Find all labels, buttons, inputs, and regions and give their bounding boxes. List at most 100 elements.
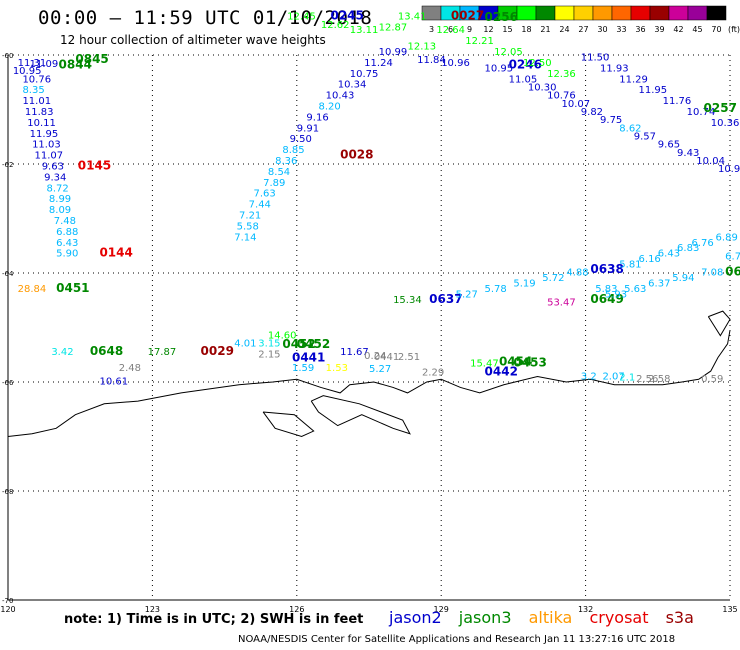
note-text: note: 1) Time is in UTC; 2) SWH is in fe… bbox=[64, 612, 364, 627]
legend-jason2: jason2 bbox=[389, 608, 442, 627]
wave-height-label: 10.34 bbox=[338, 80, 367, 91]
colorbar: 3 6 9 12 15 18 21 24 27 30 33 36 39 42 45 70 (ft) bbox=[421, 5, 740, 34]
wave-height-label: 11.03 bbox=[32, 140, 61, 151]
wave-height-label: 15.47 bbox=[470, 359, 499, 370]
wave-height-label: 10.96 bbox=[441, 58, 470, 69]
colorbar-tick: 6 bbox=[448, 25, 453, 34]
wave-height-label: 5.83 bbox=[595, 284, 617, 295]
wave-height-label: 6.88 bbox=[56, 227, 78, 238]
footer-credit: NOAA/NESDIS Center for Satellite Applica… bbox=[238, 634, 676, 645]
wave-height-label: 13.41 bbox=[398, 12, 427, 23]
wave-height-label: 8.35 bbox=[22, 85, 44, 96]
colorbar-tick: 12 bbox=[483, 25, 493, 34]
wave-height-label: 10.30 bbox=[528, 82, 557, 93]
y-tick-label: -60 bbox=[2, 52, 13, 60]
wave-height-label: 13.11 bbox=[350, 25, 379, 36]
pass-time-label: 0453 bbox=[513, 356, 546, 370]
wave-height-label: 8.54 bbox=[268, 167, 290, 178]
wave-height-label: 9.65 bbox=[658, 140, 680, 151]
wave-height-label: 12.13 bbox=[408, 42, 437, 53]
y-tick-label: -70 bbox=[2, 597, 13, 605]
wave-height-label: 9.57 bbox=[634, 131, 656, 142]
page-subtitle: 12 hour collection of altimeter wave hei… bbox=[60, 33, 326, 47]
wave-height-label: 8.62 bbox=[619, 123, 641, 134]
wave-height-label: 10.95 bbox=[485, 63, 514, 74]
wave-height-label: 0.59 bbox=[701, 374, 723, 385]
wave-height-label: 2.07 bbox=[602, 371, 624, 382]
x-tick-label: 132 bbox=[578, 605, 593, 614]
wave-height-label: 10.93 bbox=[718, 164, 740, 175]
wave-height-label: 8.72 bbox=[47, 183, 69, 194]
wave-height-label: 8.99 bbox=[49, 194, 71, 205]
wave-height-label: 8.09 bbox=[49, 205, 71, 216]
pass-time-label: 0844 bbox=[59, 58, 92, 72]
pass-time-label: 0845 bbox=[75, 52, 108, 66]
wave-height-label: 9.43 bbox=[677, 148, 699, 159]
pass-time-label: 0028 bbox=[340, 148, 373, 162]
pass-time-label: 0452 bbox=[297, 337, 330, 351]
wave-height-label: 4.88 bbox=[566, 268, 588, 279]
wave-height-label: 28.84 bbox=[18, 284, 47, 295]
wave-height-label: 11.05 bbox=[509, 74, 538, 85]
wave-height-label: 10.74 bbox=[687, 107, 716, 118]
wave-height-label: 14.60 bbox=[268, 330, 297, 341]
wave-height-label: 11.09 bbox=[30, 59, 59, 70]
wave-height-label: 11.31 bbox=[18, 58, 47, 69]
wave-height-label: 5.27 bbox=[369, 364, 391, 375]
pass-time-label: 0027 bbox=[451, 9, 484, 23]
pass-time-label: 0441 bbox=[292, 350, 325, 364]
wave-height-label: 11.95 bbox=[30, 129, 59, 140]
wave-height-label: 9.91 bbox=[297, 123, 319, 134]
pass-time-label: 0638 bbox=[590, 262, 623, 276]
wave-height-label: 11.84 bbox=[417, 55, 446, 66]
legend-altika: altika bbox=[528, 608, 573, 627]
pass-time-label: 0649 bbox=[590, 292, 623, 306]
wave-height-label: 5.72 bbox=[542, 273, 564, 284]
pass-time-label: 0451 bbox=[56, 281, 89, 295]
pass-time-label: 0246 bbox=[509, 58, 542, 72]
wave-height-label: 7.48 bbox=[54, 216, 76, 227]
pass-time-label: 0639 bbox=[725, 265, 740, 279]
wave-height-label: 5.94 bbox=[672, 273, 694, 284]
colorbar-tick: 9 bbox=[467, 25, 472, 34]
wave-height-label: 11.50 bbox=[581, 52, 610, 63]
wave-height-label: 2.48 bbox=[119, 363, 141, 374]
wave-height-label: 5.90 bbox=[56, 249, 78, 260]
wave-height-label: 7.44 bbox=[249, 200, 271, 211]
legend-cryosat: cryosat bbox=[589, 608, 649, 627]
wave-height-label: 2.58 bbox=[648, 374, 670, 385]
wave-height-label: 12.62 bbox=[321, 20, 350, 31]
wave-height-label: 10.95 bbox=[13, 66, 42, 77]
wave-height-label: 7.08 bbox=[701, 268, 723, 279]
colorbar-tick: 27 bbox=[578, 25, 588, 34]
x-tick-label: 129 bbox=[434, 605, 449, 614]
wave-height-label: 8.36 bbox=[275, 156, 297, 167]
pass-time-label: 0245 bbox=[330, 9, 363, 23]
wave-height-label: 5.63 bbox=[624, 284, 646, 295]
x-tick-label: 135 bbox=[722, 605, 737, 614]
wave-height-label: 9.75 bbox=[600, 115, 622, 126]
y-tick-label: -64 bbox=[2, 270, 14, 278]
x-tick-label: 120 bbox=[0, 605, 15, 614]
colorbar-tick: 39 bbox=[654, 25, 664, 34]
wave-height-label: 8.20 bbox=[318, 102, 340, 113]
pass-time-label: 0454 bbox=[499, 355, 532, 369]
wave-height-label: 6.16 bbox=[639, 254, 661, 265]
pass-time-label: 0257 bbox=[704, 101, 737, 115]
wave-height-label: 2.51 bbox=[398, 352, 420, 363]
colorbar-tick: 30 bbox=[597, 25, 607, 34]
wave-height-label: 9.34 bbox=[44, 172, 66, 183]
wave-height-label: 5.19 bbox=[513, 279, 535, 290]
wave-height-label: 3.2 bbox=[581, 371, 597, 382]
wave-height-label: 9.50 bbox=[290, 134, 312, 145]
wave-height-label: 15.34 bbox=[393, 295, 422, 306]
coastline-segment bbox=[310, 395, 411, 435]
wave-height-label: 12.05 bbox=[494, 47, 523, 58]
wave-height-label: 10.11 bbox=[27, 118, 56, 129]
colorbar-tick: 3 bbox=[429, 25, 434, 34]
mission-legend: jason2 jason3 altika cryosat s3a bbox=[389, 608, 706, 627]
pass-time-label: 0648 bbox=[90, 344, 123, 358]
wave-height-label: 6.76 bbox=[691, 238, 713, 249]
wave-height-label: 7.21 bbox=[239, 211, 261, 222]
wave-height-label: 6.89 bbox=[716, 232, 738, 243]
